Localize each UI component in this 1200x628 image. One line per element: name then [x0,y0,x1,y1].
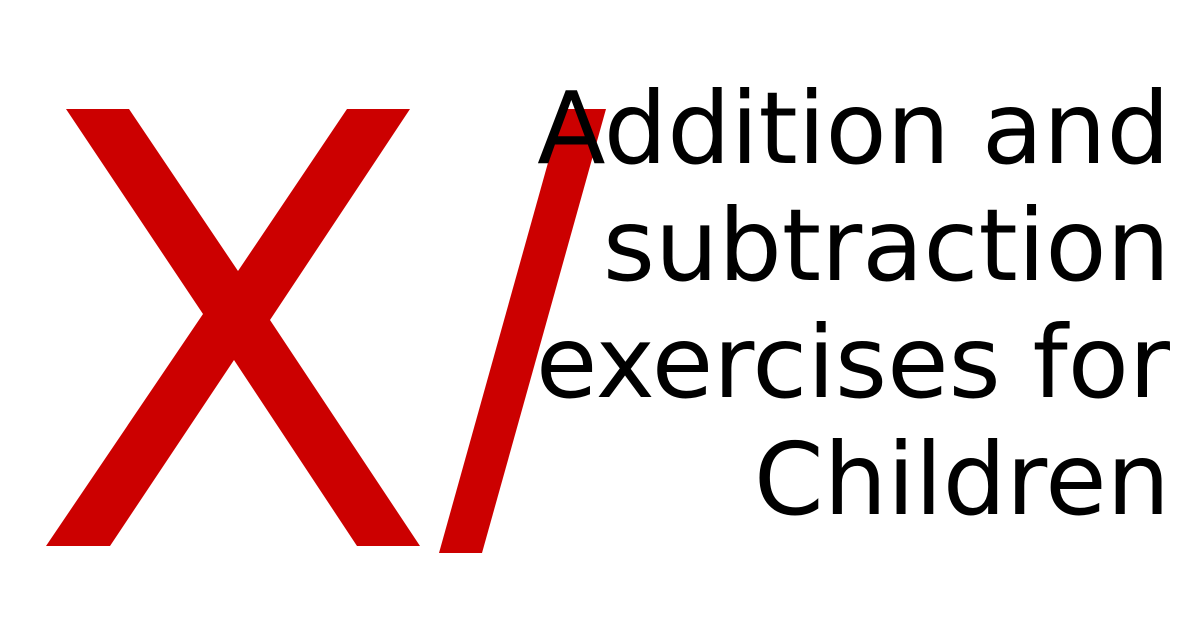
title-line-1: Addition and [537,70,1170,187]
title-line-3: exercises for [535,304,1170,421]
x-glyph [46,109,420,546]
title-line-2: subtraction [602,187,1170,304]
page-title: Addition and subtraction exercises for C… [510,70,1170,538]
title-line-4: Children [753,421,1170,538]
slash-glyph [439,109,606,553]
